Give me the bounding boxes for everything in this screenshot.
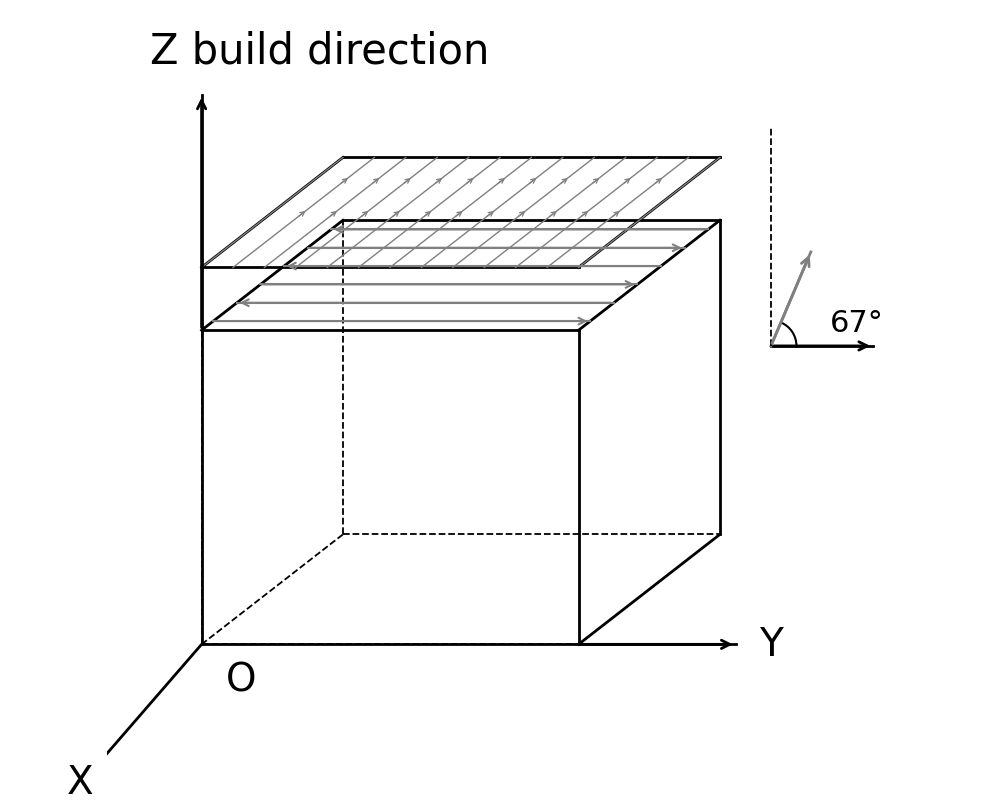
Text: O: O	[226, 660, 256, 698]
Text: X: X	[67, 763, 93, 801]
Text: Y: Y	[759, 626, 783, 663]
Text: Z build direction: Z build direction	[150, 30, 489, 72]
Text: 67°: 67°	[830, 308, 884, 337]
